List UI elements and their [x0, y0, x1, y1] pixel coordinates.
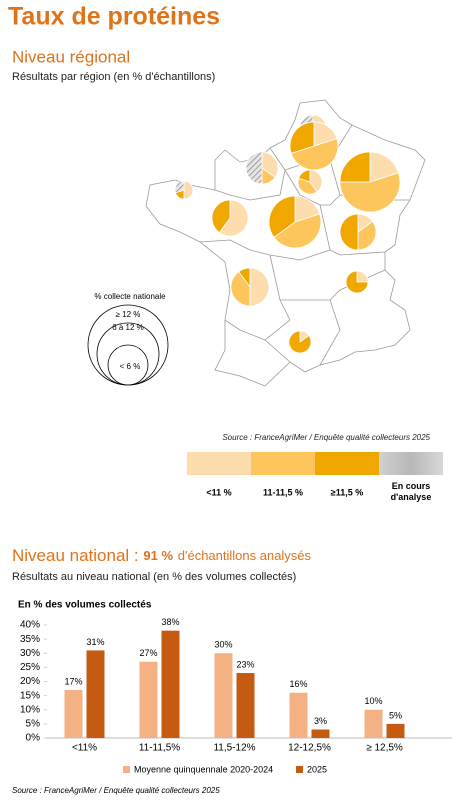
pie-slice [245, 151, 263, 185]
bar [64, 689, 83, 738]
legend-label: En cours d'analyse [391, 481, 432, 502]
x-tick-label: <11% [72, 743, 97, 754]
legend-label: Moyenne quinquennale 2020-2024 [134, 764, 273, 774]
bar [364, 709, 383, 738]
pie-slice [273, 213, 322, 249]
y-tick-label: 15% [20, 690, 40, 701]
pie-slice [174, 180, 185, 194]
x-tick-label: 11-11,5% [139, 743, 180, 754]
size-label: < 6 % [120, 362, 141, 371]
y-tick-label: 25% [20, 662, 40, 673]
size-circle [96, 322, 160, 386]
y-tick-label: 35% [20, 634, 40, 645]
pie-slice [297, 177, 318, 195]
bar [311, 729, 330, 738]
legend-swatch [187, 452, 251, 475]
size-legend-title: % collecte nationale [94, 292, 166, 301]
y-tick-label: 20% [20, 676, 40, 687]
legend-swatch [296, 766, 303, 773]
pie-slice [238, 267, 251, 289]
x-tick-label: ≥ 12,5% [366, 743, 403, 754]
y-tick-label: 30% [20, 648, 40, 659]
size-legend [87, 304, 169, 386]
bar [139, 661, 158, 738]
pie-slice [289, 121, 315, 154]
section-subtitle: Résultats au niveau national (en % des v… [12, 571, 296, 583]
legend-label-part: d'analyse [391, 492, 432, 502]
pie-slice [298, 169, 311, 183]
heading-part: Niveau national : [12, 546, 139, 565]
value-label: 27% [139, 648, 157, 658]
pie-slice [357, 220, 377, 251]
legend-label: 11-11,5 % [263, 487, 303, 497]
y-axis-title: En % des volumes collectés [18, 600, 152, 611]
legend-label: <11 % [206, 487, 231, 497]
heading-part: d'échantillons analysés [178, 548, 312, 563]
pie-slice [339, 172, 401, 213]
value-label: 10% [364, 696, 382, 706]
bar [161, 630, 180, 738]
y-tick-label: 10% [20, 704, 40, 715]
section-heading: Niveau régional [12, 47, 130, 66]
value-label: 38% [161, 617, 179, 627]
value-label: 23% [236, 659, 254, 669]
pie-slice [230, 271, 251, 307]
size-label: ≥ 12 % [116, 310, 141, 319]
value-label: 31% [86, 637, 104, 647]
y-tick-label: 5% [26, 719, 41, 730]
value-label: 3% [314, 716, 327, 726]
x-tick-label: 12-12,5% [288, 743, 331, 754]
heading-highlight: 91 % [143, 548, 173, 563]
section-subtitle: Résultats par région (en % d'échantillon… [12, 71, 215, 83]
pie-slice [339, 151, 371, 183]
legend-swatch [379, 452, 443, 475]
page-title: Taux de protéines [8, 3, 220, 31]
pie-slice [339, 213, 359, 251]
legend-label: ≥11,5 % [331, 487, 363, 497]
bar [214, 653, 233, 738]
legend-label: 2025 [307, 764, 327, 774]
chart-source: Source : FranceAgriMer / Enquête qualité… [12, 786, 220, 795]
pie-slice [249, 267, 270, 307]
bar [236, 673, 255, 738]
value-label: 30% [214, 640, 232, 650]
pie-slice [369, 151, 400, 183]
legend-swatch [251, 452, 315, 475]
legend-swatch [315, 452, 379, 475]
pie-slice [290, 138, 339, 171]
value-label: 17% [64, 676, 82, 686]
map-source: Source : FranceAgriMer / Enquête qualité… [222, 433, 430, 442]
pie-slice [309, 169, 323, 193]
legend-swatch [123, 766, 130, 773]
legend-label-part: En cours [392, 481, 431, 491]
pie-slice [211, 199, 231, 234]
y-tick-label: 0% [26, 733, 41, 744]
value-label: 16% [289, 679, 307, 689]
size-label: 6 à 12 % [112, 323, 144, 332]
bar [386, 723, 405, 738]
pie-slice [288, 330, 312, 354]
pie-slice [261, 151, 279, 178]
y-tick-label: 40% [20, 620, 40, 631]
value-label: 5% [389, 710, 402, 720]
pie-slice [345, 270, 369, 294]
section-heading: Niveau national : 91 % d'échantillons an… [12, 546, 312, 565]
pie-slice [218, 199, 249, 237]
size-circle [107, 344, 149, 386]
pie-slice [183, 180, 194, 200]
bar [289, 692, 308, 738]
bar [86, 650, 105, 738]
x-tick-label: 11,5-12% [213, 743, 255, 754]
pie-slice [268, 195, 296, 238]
